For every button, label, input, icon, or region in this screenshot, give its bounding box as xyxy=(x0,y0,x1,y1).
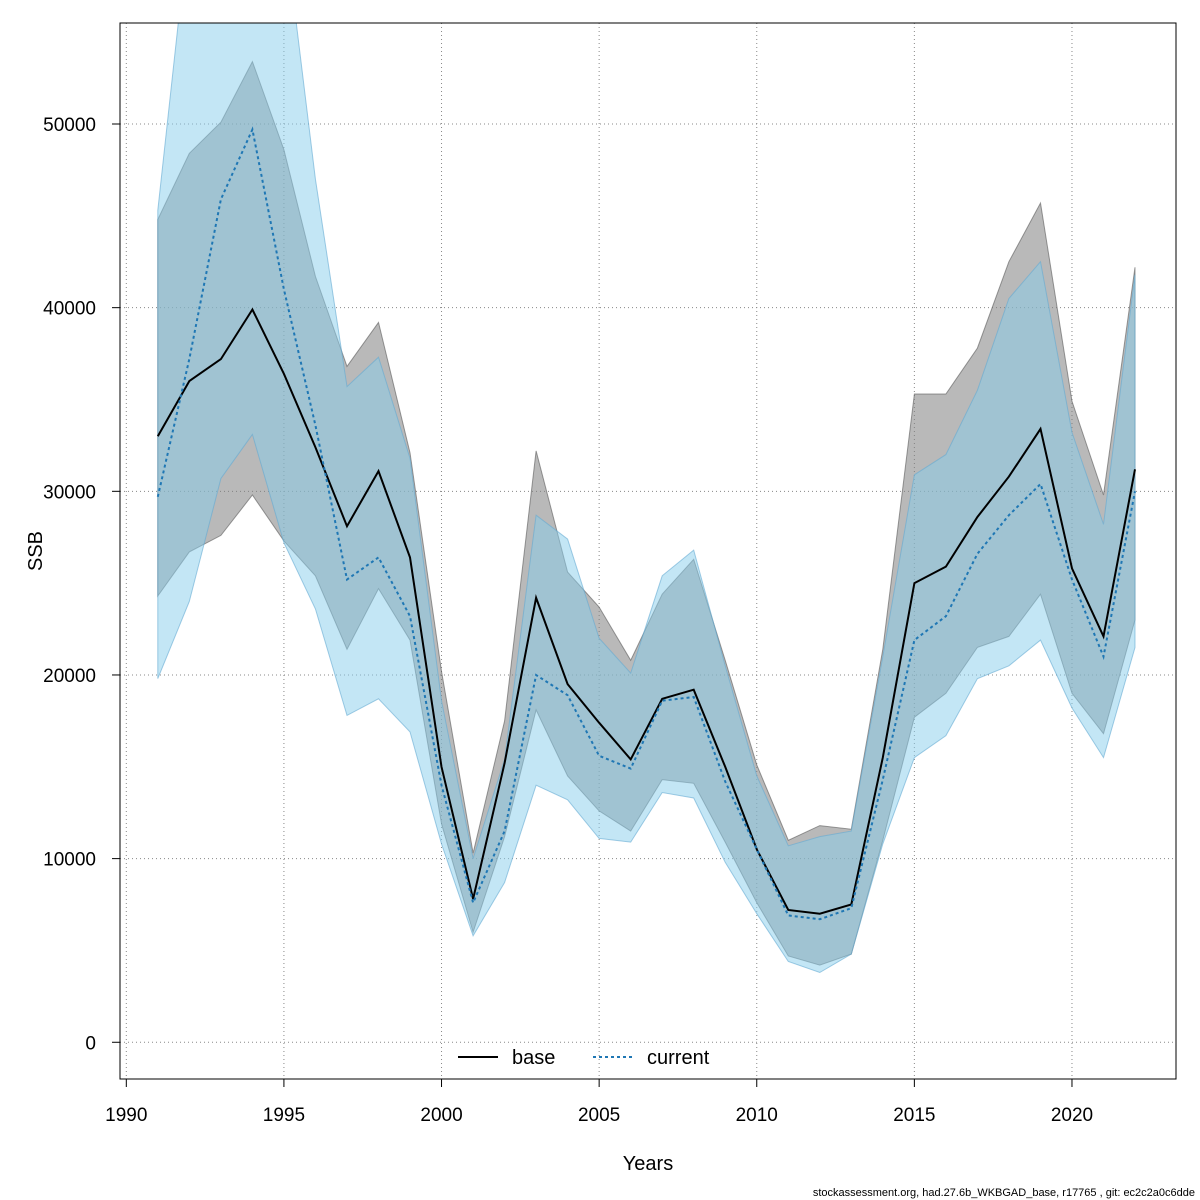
series-lines xyxy=(156,126,1136,921)
series-line-base xyxy=(156,307,1136,915)
x-tick-label-2015: 2015 xyxy=(893,1105,935,1126)
y-tick-label-40000: 40000 xyxy=(43,299,96,320)
x-axis: 1990 1995 2000 2005 2010 2015 2020 xyxy=(105,1078,1093,1126)
y-tick-label-30000: 30000 xyxy=(43,482,96,503)
x-tick-label-1995: 1995 xyxy=(263,1105,305,1126)
y-tick-label-10000: 10000 xyxy=(43,850,96,871)
legend-label-base: base xyxy=(512,1047,555,1069)
y-tick-label-50000: 50000 xyxy=(43,115,96,136)
x-tick-label-1990: 1990 xyxy=(105,1105,147,1126)
x-tick-label-2005: 2005 xyxy=(578,1105,620,1126)
legend-label-current: current xyxy=(647,1047,710,1069)
confidence-band-current xyxy=(157,23,1136,974)
x-axis-title: Years xyxy=(623,1153,673,1175)
footer-text: stockassessment.org, had.27.6b_WKBGAD_ba… xyxy=(813,1187,1195,1199)
x-tick-label-2000: 2000 xyxy=(420,1105,462,1126)
y-tick-label-20000: 20000 xyxy=(43,666,96,687)
legend: base current xyxy=(458,1047,710,1069)
x-tick-label-2010: 2010 xyxy=(736,1105,778,1126)
y-tick-label-0: 0 xyxy=(85,1033,96,1054)
confidence-bands xyxy=(157,23,1136,974)
series-line-current xyxy=(156,126,1136,921)
y-axis: 0 10000 20000 30000 40000 50000 xyxy=(43,115,121,1054)
x-tick-label-2020: 2020 xyxy=(1051,1105,1093,1126)
y-axis-title: SSB xyxy=(25,531,47,571)
